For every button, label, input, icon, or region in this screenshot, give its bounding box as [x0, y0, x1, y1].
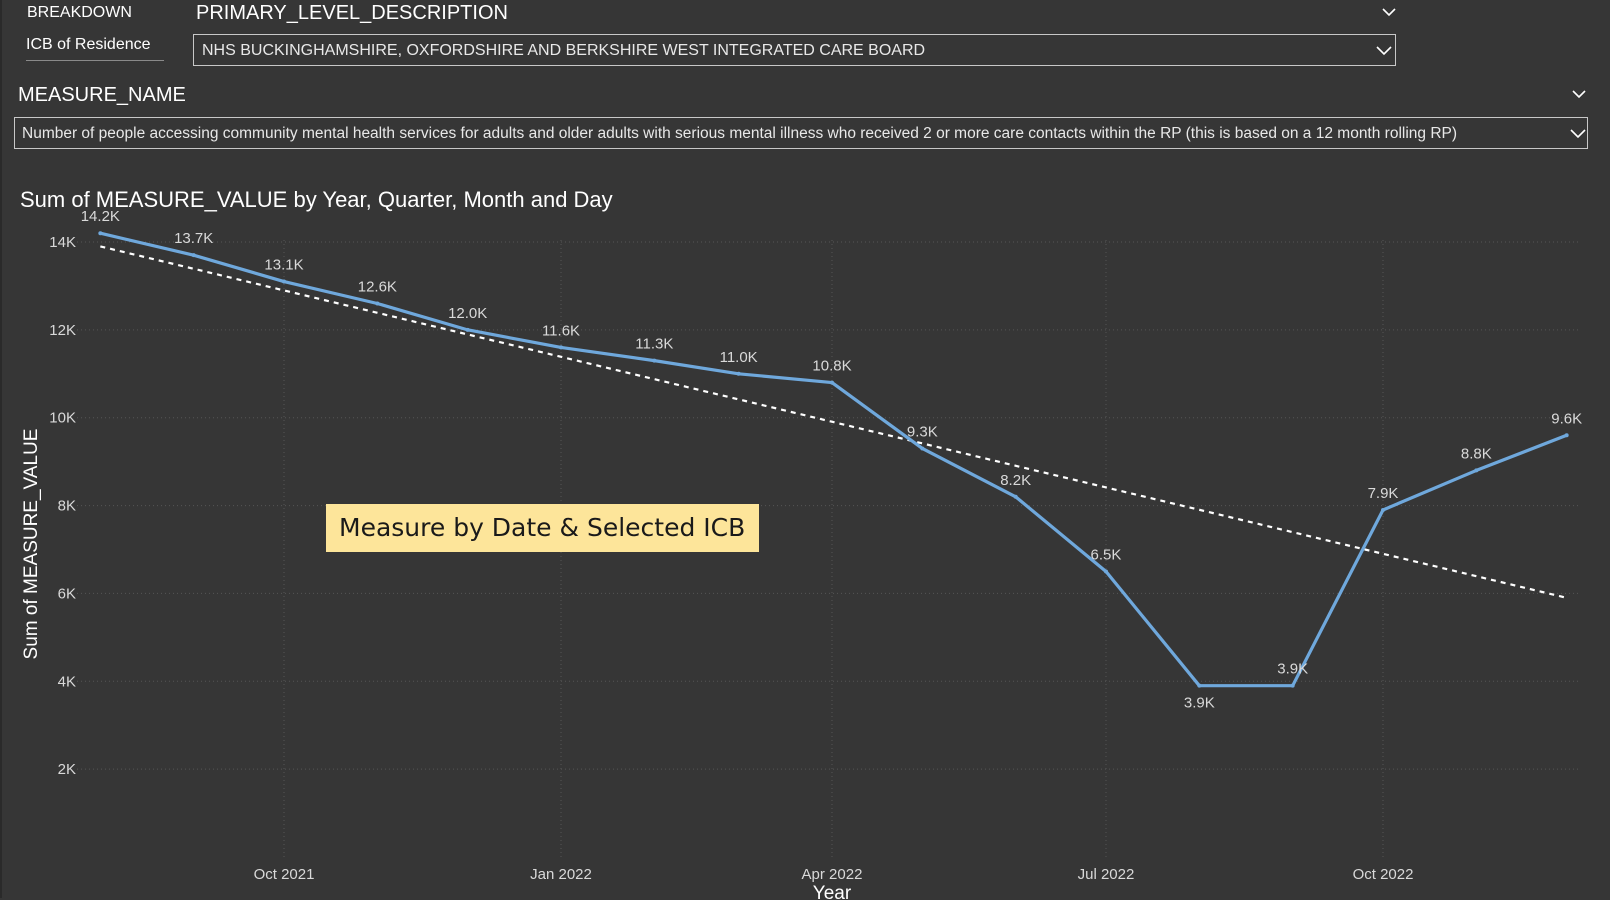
chart-title: Sum of MEASURE_VALUE by Year, Quarter, M… — [20, 187, 613, 212]
measure-chevron-down-icon[interactable] — [1570, 128, 1586, 140]
icb-dropdown-value: NHS BUCKINGHAMSHIRE, OXFORDSHIRE AND BER… — [202, 42, 926, 59]
annotation-label: Measure by Date & Selected ICB — [326, 504, 759, 552]
measure-label: MEASURE_NAME — [18, 84, 186, 106]
breakdown-label: BREAKDOWN — [27, 4, 132, 21]
measure-dropdown-value: Number of people accessing community men… — [22, 125, 1458, 142]
icb-dropdown[interactable]: NHS BUCKINGHAMSHIRE, OXFORDSHIRE AND BER… — [193, 34, 1396, 66]
measure-dropdown[interactable]: Number of people accessing community men… — [14, 117, 1588, 149]
measure-header-chevron-down-icon[interactable] — [1572, 89, 1586, 101]
breakdown-selected-value[interactable]: PRIMARY_LEVEL_DESCRIPTION — [196, 2, 508, 24]
icb-chevron-down-icon[interactable] — [1376, 45, 1392, 57]
breakdown-chevron-down-icon[interactable] — [1382, 7, 1396, 19]
icb-label: ICB of Residence — [26, 36, 164, 61]
